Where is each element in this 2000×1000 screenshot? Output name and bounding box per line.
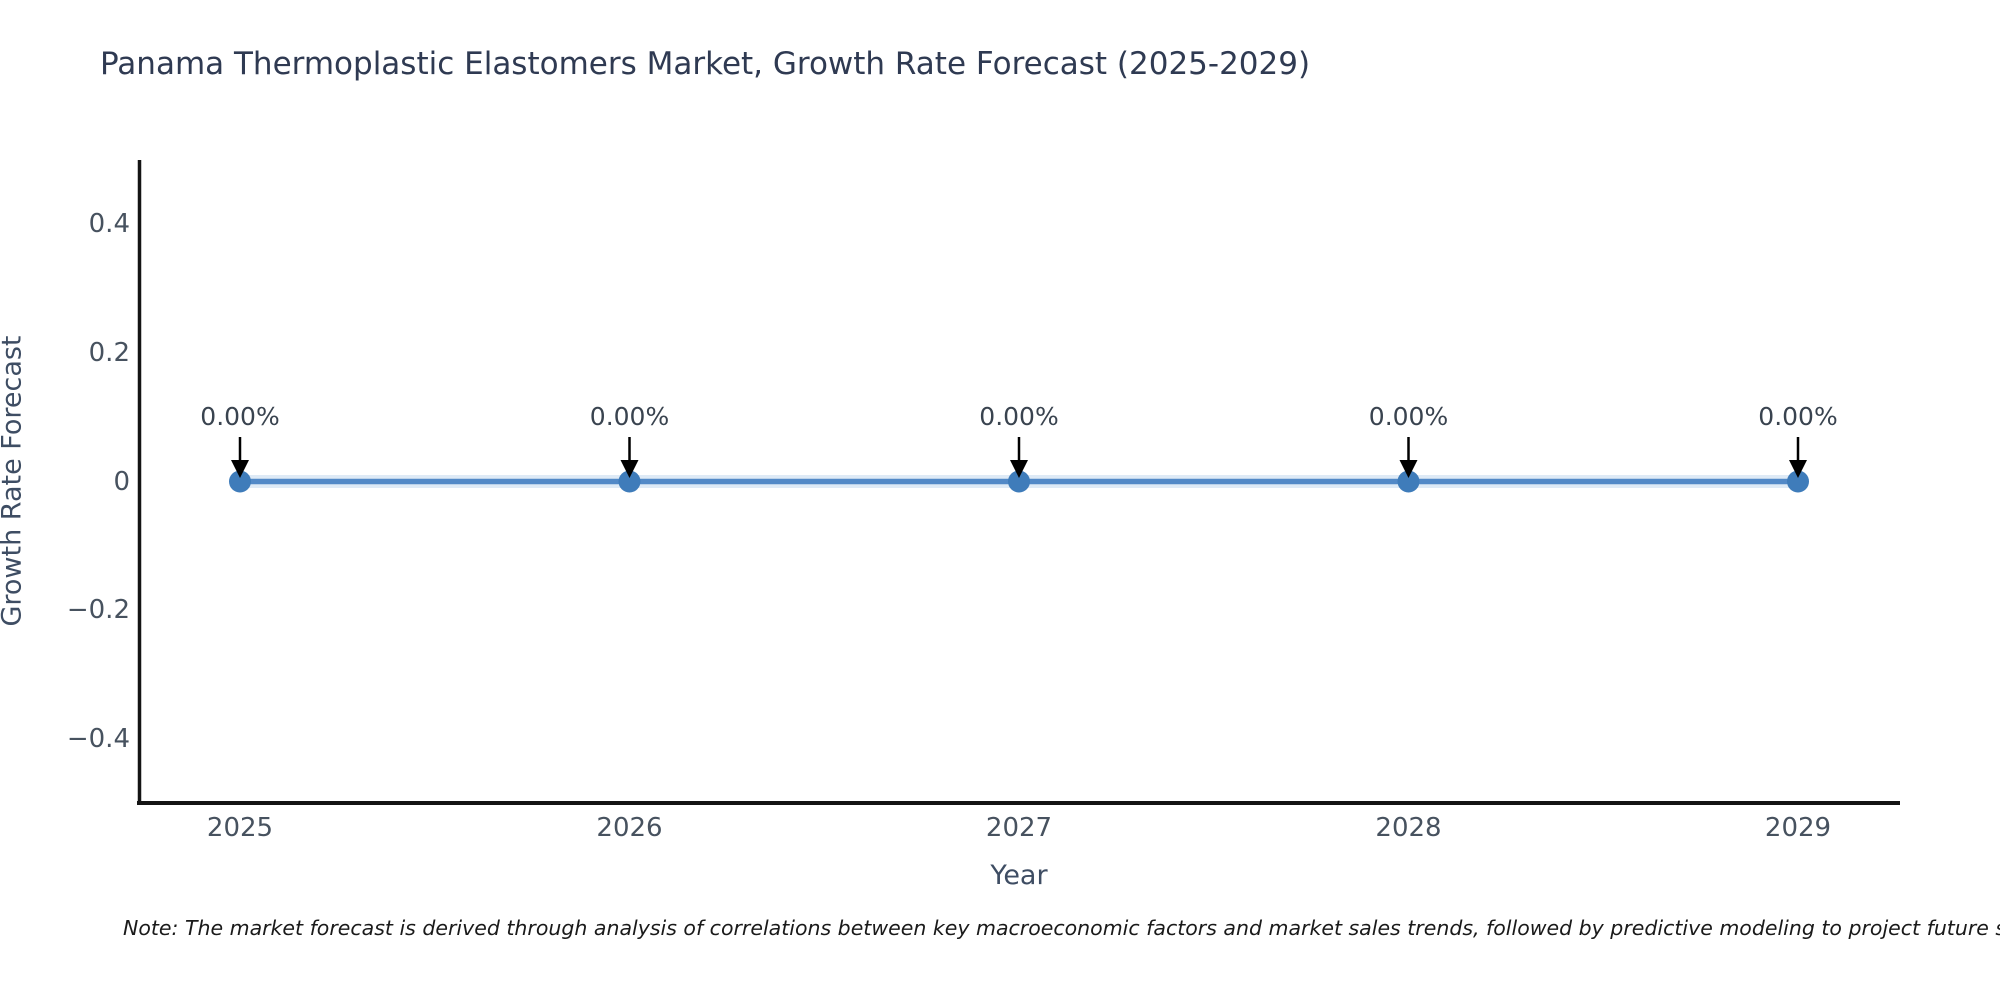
data-point-2028 [1397,470,1420,493]
point-annotation-2027: 0.00% [979,402,1059,431]
data-point-2029 [1787,470,1809,493]
point-annotation-2028: 0.00% [1368,402,1449,431]
annotation-arrowhead [1010,460,1028,478]
annotation-arrowhead [231,460,249,478]
chart-title: Panama Thermoplastic Elastomers Market, … [100,46,1311,82]
y-tick-−0.2: −0.2 [66,595,130,626]
x-tick-2029: 2029 [1764,813,1832,843]
footnote: Note: The market forecast is derived thr… [123,916,2000,940]
point-annotation-2029: 0.00% [1758,402,1838,431]
x-tick-2025: 2025 [206,813,274,843]
x-tick-2027: 2027 [985,813,1053,843]
y-tick-0.2: 0.2 [88,337,130,368]
x-tick-2026: 2026 [596,813,663,843]
y-tick-0: 0 [113,466,130,497]
y-tick-0.4: 0.4 [88,209,130,240]
x-tick-2028: 2028 [1375,813,1442,843]
x-axis-title: Year [990,860,1048,891]
y-tick-−0.4: −0.4 [66,723,130,754]
data-point-2027 [1008,470,1030,493]
y-axis-title: Growth Rate Forecast [0,335,28,627]
data-point-2025 [229,470,251,493]
annotation-arrowhead [1789,460,1807,478]
point-annotation-2026: 0.00% [589,402,670,431]
annotation-arrowhead [1399,460,1418,478]
annotation-arrowhead [620,460,639,478]
data-point-2026 [618,470,641,493]
point-annotation-2025: 0.00% [200,402,280,431]
